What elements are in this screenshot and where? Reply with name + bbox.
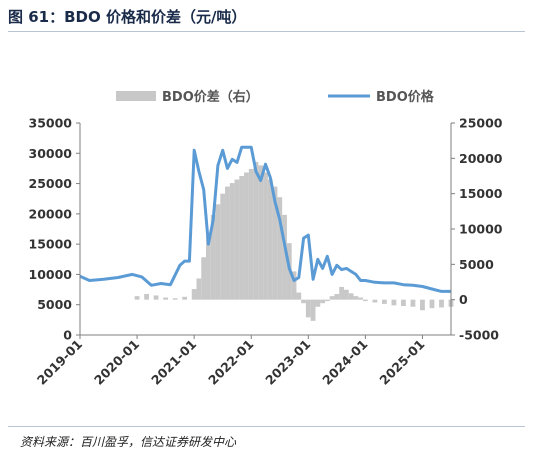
right-tick-label: 10000 [459,222,503,237]
spread-bar [315,299,321,307]
spread-bar [277,197,283,300]
spread-bar [296,292,302,300]
spread-bar [310,299,316,321]
left-tick-label: 20000 [29,206,73,221]
spread-bar [244,172,249,300]
spread-bar [225,186,230,300]
spread-bar [258,165,264,300]
x-tick-label: 2021-01 [148,337,199,388]
x-tick-label: 2025-01 [376,337,427,388]
spread-bar [248,168,254,300]
spread-bar [263,172,268,300]
spread-bar [429,299,435,309]
spread-bar [172,298,178,300]
left-tick-label: 10000 [29,267,73,282]
spread-bar [410,299,416,307]
spread-bar [324,299,330,302]
spread-bar [348,293,354,300]
spread-bar [305,299,311,318]
legend-price-label: BDO价格 [376,89,435,105]
spread-bar [234,179,240,300]
title-divider [8,31,525,32]
spread-bar [182,296,188,300]
spread-bar [210,214,216,300]
spread-bar [372,299,378,303]
spread-bar [239,176,245,300]
left-tick-label: 0 [63,328,72,343]
spread-bar [215,204,221,300]
spread-bar [343,289,349,300]
spread-bar [320,299,325,304]
plot-area [79,145,454,321]
spread-bar [272,186,278,300]
spread-bar [301,299,306,304]
spread-bar [196,278,202,300]
x-tick-label: 2022-01 [205,337,256,388]
right-tick-label: 0 [459,292,468,307]
spread-bar [382,299,387,304]
right-tick-label: -5000 [459,328,499,343]
spread-bar [144,294,149,300]
spread-bar [220,193,226,300]
spread-bar [163,297,169,300]
spread-bar [134,296,140,300]
spread-bar [291,271,297,300]
right-tick-label: 25000 [459,116,503,131]
spread-bar [253,161,259,300]
legend-spread-label: BDO价差（右） [162,89,259,105]
left-tick-label: 15000 [29,237,73,252]
spread-bar [153,295,159,300]
spread-bar [206,236,211,300]
spread-bar [329,296,335,300]
spread-bar [391,299,397,306]
source-divider [8,426,525,427]
spread-bar [362,299,368,302]
spread-bar [334,294,340,300]
spread-bar [201,257,207,300]
source-note: 资料来源：百川盈孚，信达证券研发中心 [20,435,237,449]
left-tick-label: 25000 [29,176,73,191]
x-tick-label: 2019-01 [34,337,85,388]
spread-bar [267,179,273,300]
spread-bar [439,299,444,308]
x-tick-label: 2020-01 [91,337,142,388]
spread-bar [229,183,235,300]
spread-bar [353,296,359,300]
left-tick-label: 5000 [37,297,72,312]
spread-bar [420,299,425,311]
right-tick-label: 20000 [459,151,503,166]
spread-bar [358,297,364,300]
x-tick-label: 2024-01 [319,337,370,388]
left-tick-label: 30000 [29,146,73,161]
price-line [79,145,451,293]
x-tick-label: 2023-01 [262,337,313,388]
spread-bar [282,214,287,300]
spread-bar [401,299,406,307]
figure-title: 图 61：BDO 价格和价差（元/吨） [8,8,247,26]
left-tick-label: 35000 [29,116,73,131]
spread-bar [339,286,345,300]
right-tick-label: 15000 [459,186,503,201]
legend-spread-swatch [116,91,156,101]
right-tick-label: 5000 [459,257,494,272]
legend: BDO价差（右） BDO价格 [116,89,435,105]
spread-bar [191,289,197,300]
